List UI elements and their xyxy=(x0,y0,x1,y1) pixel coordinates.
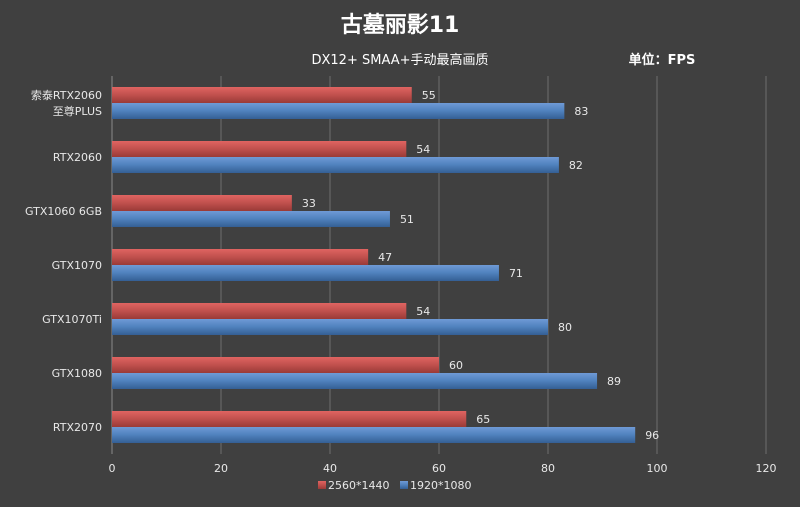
bar-1920*1080 xyxy=(112,319,548,335)
bar-1920*1080 xyxy=(112,211,390,227)
legend-swatch xyxy=(318,481,326,489)
data-label: 96 xyxy=(645,429,659,442)
data-label: 51 xyxy=(400,213,414,226)
category-label: GTX1070 xyxy=(52,259,102,272)
category-label: GTX1070Ti xyxy=(42,313,102,326)
legend-label: 2560*1440 xyxy=(328,479,390,492)
bar-2560*1440 xyxy=(112,357,439,373)
bar-2560*1440 xyxy=(112,249,369,265)
bars: 55 83 54 82 33 51 47 71 54 80 60 89 65 96 xyxy=(112,87,659,443)
data-label: 54 xyxy=(416,305,430,318)
bar-2560*1440 xyxy=(112,141,407,157)
x-tick-label: 40 xyxy=(323,462,337,475)
data-label: 65 xyxy=(476,413,490,426)
data-label: 71 xyxy=(509,267,523,280)
category-label: GTX1080 xyxy=(52,367,102,380)
category-label: 至尊PLUS xyxy=(53,104,102,118)
bar-2560*1440 xyxy=(112,195,292,211)
bar-1920*1080 xyxy=(112,373,598,389)
data-label: 60 xyxy=(449,359,463,372)
category-labels: 索泰RTX2060 至尊PLUS RTX2060 GTX1060 6GB GTX1070… xyxy=(25,88,102,434)
data-label: 54 xyxy=(416,143,430,156)
bar-1920*1080 xyxy=(112,265,499,281)
data-label: 33 xyxy=(302,197,316,210)
legend-label: 1920*1080 xyxy=(410,479,472,492)
legend: 2560*1440 1920*1080 xyxy=(318,479,472,492)
data-label: 83 xyxy=(574,105,588,118)
category-label: 索泰RTX2060 xyxy=(31,88,102,102)
x-axis-ticks: 0 20 40 60 80 100 120 xyxy=(109,462,777,475)
data-label: 47 xyxy=(378,251,392,264)
bar-2560*1440 xyxy=(112,303,407,319)
x-tick-label: 100 xyxy=(647,462,668,475)
data-label: 82 xyxy=(569,159,583,172)
unit-label: 单位：FPS xyxy=(629,52,696,68)
data-label: 80 xyxy=(558,321,572,334)
data-label: 89 xyxy=(607,375,621,388)
bar-1920*1080 xyxy=(112,427,636,443)
legend-swatch xyxy=(400,481,408,489)
data-label: 55 xyxy=(422,89,436,102)
x-tick-label: 0 xyxy=(109,462,116,475)
category-label: RTX2060 xyxy=(53,151,102,164)
category-label: GTX1060 6GB xyxy=(25,205,102,218)
category-label: RTX2070 xyxy=(53,421,102,434)
x-tick-label: 120 xyxy=(756,462,777,475)
bar-1920*1080 xyxy=(112,157,559,173)
x-tick-label: 80 xyxy=(541,462,555,475)
x-tick-label: 60 xyxy=(432,462,446,475)
chart-title: 古墓丽影11 xyxy=(341,12,460,38)
bar-2560*1440 xyxy=(112,411,467,427)
bar-1920*1080 xyxy=(112,103,565,119)
x-tick-label: 20 xyxy=(214,462,228,475)
chart-subtitle: DX12+ SMAA+手动最高画质 xyxy=(312,52,489,68)
bar-2560*1440 xyxy=(112,87,412,103)
